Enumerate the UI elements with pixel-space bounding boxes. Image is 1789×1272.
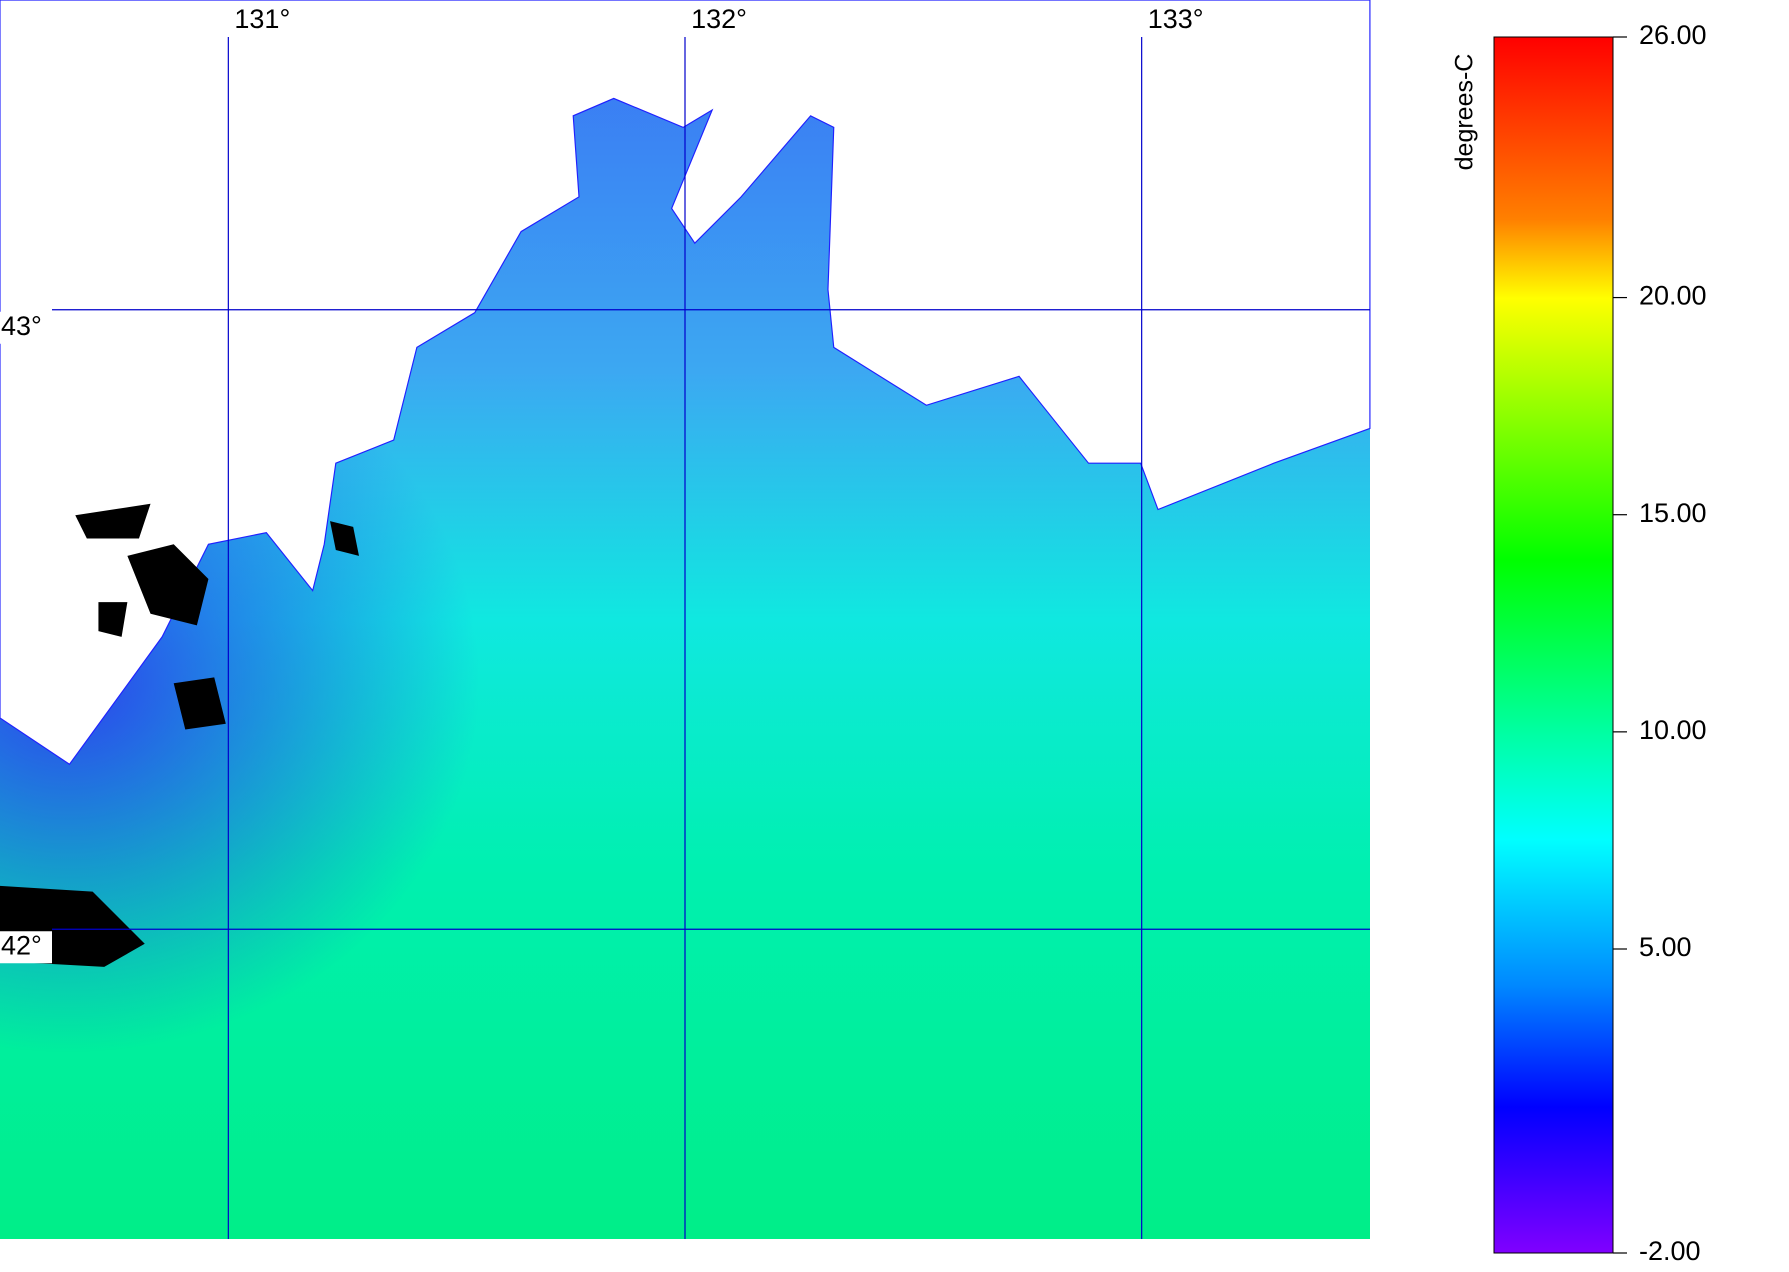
colorbar-title: degrees-C — [1451, 54, 1479, 171]
island — [0, 503, 359, 967]
colorbar — [1493, 36, 1614, 1254]
colorbar-tick-label: 15.00 — [1639, 498, 1707, 528]
latitude-label: 43° — [1, 311, 42, 341]
latitude-label-bg — [0, 311, 52, 344]
colorbar-tick-label: -2.00 — [1639, 1236, 1701, 1266]
longitude-label: 131° — [234, 4, 290, 34]
colorbar-tick-label: 10.00 — [1639, 715, 1707, 745]
latitude-label: 42° — [1, 930, 42, 960]
colorbar-tick-label: 5.00 — [1639, 932, 1692, 962]
land — [0, 0, 1371, 766]
longitude-label: 133° — [1148, 4, 1204, 34]
colorbar-tick-label: 20.00 — [1639, 281, 1707, 311]
latitude-label-bg — [0, 931, 52, 964]
colorbar-tick-label: 26.00 — [1639, 20, 1707, 50]
longitude-label: 132° — [691, 4, 747, 34]
